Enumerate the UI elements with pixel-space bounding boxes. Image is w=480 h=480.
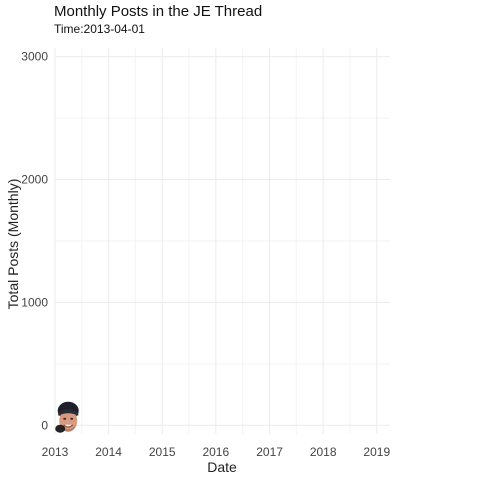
y-tick-label: 2000: [21, 173, 48, 187]
x-tick-label: 2014: [95, 445, 122, 459]
y-axis-title: Total Posts (Monthly): [5, 179, 21, 310]
minor-gridlines: [55, 48, 390, 434]
y-tick-label: 3000: [21, 50, 48, 64]
x-tick-label: 2018: [310, 445, 337, 459]
y-tick-label: 1000: [21, 295, 48, 309]
chart-title: Monthly Posts in the JE Thread: [54, 3, 263, 20]
major-gridlines: [54, 48, 390, 434]
x-axis-title: Date: [207, 459, 237, 475]
x-tick-label: 2017: [256, 445, 283, 459]
face-photo-icon: [55, 401, 79, 433]
x-tick-label: 2015: [149, 445, 176, 459]
x-tick-label: 2019: [363, 445, 390, 459]
y-axis-ticks: 0 1000 2000 3000: [21, 50, 48, 433]
x-tick-label: 2016: [202, 445, 229, 459]
data-marks: [55, 401, 79, 433]
chart-subtitle: Time:2013-04-01: [54, 22, 145, 36]
y-tick-label: 0: [41, 418, 48, 432]
x-axis-ticks: 2013 2014 2015 2016 2017 2018 2019: [42, 445, 391, 459]
x-tick-label: 2013: [42, 445, 69, 459]
